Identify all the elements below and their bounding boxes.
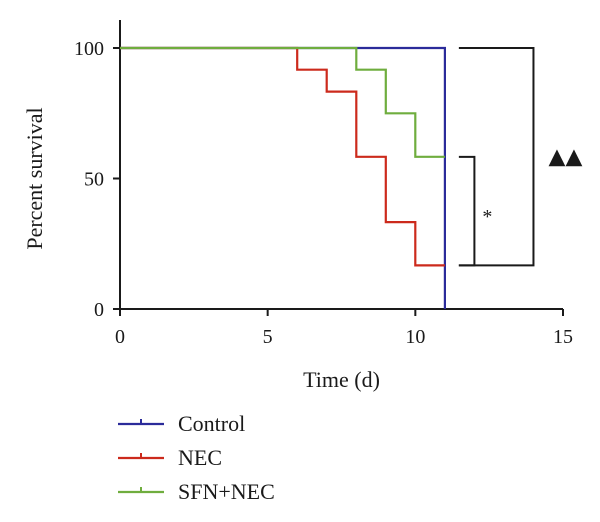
legend-label: Control [178,411,245,436]
y-tick-label: 100 [74,38,104,60]
y-axis-title: Percent survival [22,107,47,249]
x-tick-label: 0 [115,326,125,348]
axes: 0 5 10 15 0 50 100 [74,20,573,348]
y-tick-label: 50 [84,169,104,191]
x-axis-title: Time (d) [303,367,380,392]
series-layer [120,46,446,309]
legend-label: SFN+NEC [178,479,275,504]
legend-label: NEC [178,445,222,470]
y-tick-label: 0 [94,299,104,321]
x-tick-label: 10 [405,326,425,348]
legend: Control NEC SFN+NEC [118,411,275,504]
x-tick-label: 5 [263,326,273,348]
significance-brackets: * ▲▲ [458,47,583,267]
series-line-nec [120,46,445,267]
legend-item-control: Control [118,411,245,436]
significance-label: ▲▲ [549,145,583,170]
x-tick-label: 15 [553,326,573,348]
significance-label: * [482,206,492,228]
significance-bracket [458,47,535,267]
legend-item-sfn-nec: SFN+NEC [118,479,275,504]
series-line-sfn-nec [120,46,445,158]
legend-item-nec: NEC [118,445,222,470]
series-line-control [120,46,446,309]
significance-bracket [458,155,476,267]
